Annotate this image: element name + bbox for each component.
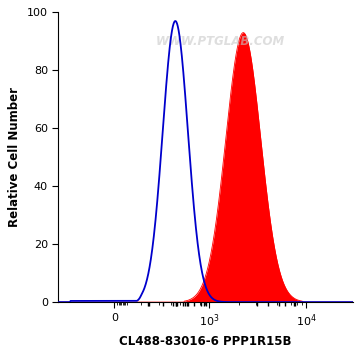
Text: WWW.PTGLAB.COM: WWW.PTGLAB.COM [156,35,285,48]
X-axis label: CL488-83016-6 PPP1R15B: CL488-83016-6 PPP1R15B [119,335,292,348]
Y-axis label: Relative Cell Number: Relative Cell Number [8,87,21,227]
